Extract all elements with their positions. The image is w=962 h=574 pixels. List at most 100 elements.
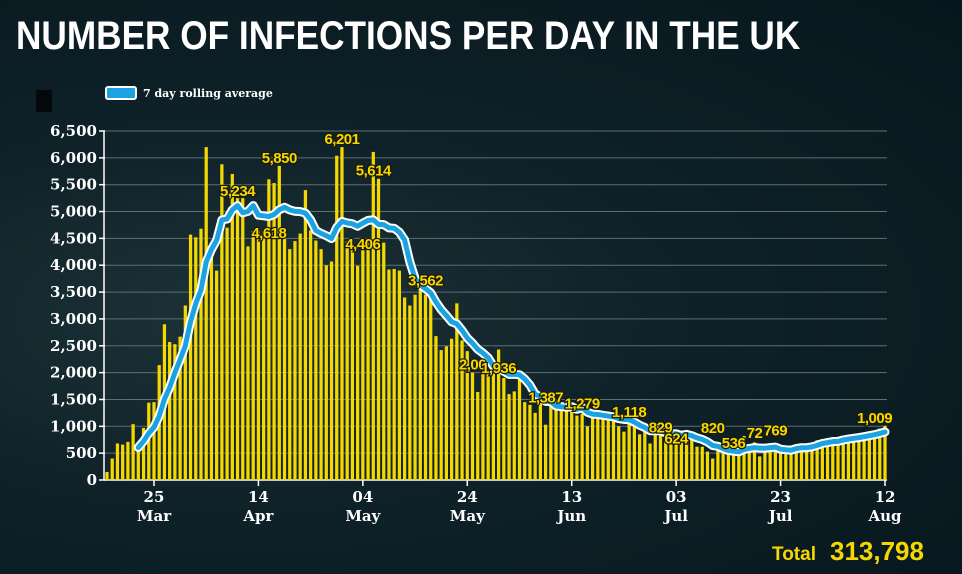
bar [601,412,605,480]
data-label: 5,234 [220,183,256,200]
y-tick-label: 500 [66,444,97,462]
bar [862,432,866,480]
bar [857,435,861,480]
y-tick-label: 2,500 [50,337,97,355]
y-tick-label: 3,000 [50,310,97,328]
bar [528,404,532,480]
bar [705,451,710,480]
x-tick-label-month: Apr [242,507,274,525]
bar [460,340,464,480]
data-label: 1,118 [612,404,646,421]
bar [820,440,824,480]
bar [538,397,543,480]
bar [523,402,527,480]
data-label: 820 [701,420,725,437]
bar [173,344,177,480]
bar [141,427,146,480]
bar [126,441,130,480]
bar [872,434,877,480]
bar [235,198,240,480]
bar [361,243,365,480]
bar [455,303,459,480]
y-tick-label: 5,500 [50,176,97,194]
bar [262,231,266,480]
total-label: Total [772,544,816,565]
bar [324,265,328,480]
bar [867,431,871,480]
bar [658,431,663,480]
bar [648,443,652,480]
bar [695,446,699,480]
bar [778,451,783,480]
bar [481,372,485,480]
x-tick-label-month: Aug [867,507,902,525]
bar [617,426,621,480]
bar [429,297,433,480]
data-label: 1,387 [528,390,563,407]
bar [272,183,276,480]
bar [559,407,563,480]
bar [752,442,757,480]
bar [371,151,375,480]
bar [711,458,715,480]
bar [637,434,642,480]
x-tick-label-month: Jul [662,507,688,525]
x-tick-label-day: 03 [666,488,687,506]
x-tick-label-month: May [345,507,381,525]
y-tick-label: 6,000 [50,149,97,167]
bar [627,420,631,480]
bar [784,454,788,480]
y-tick-label: 3,500 [50,283,97,301]
bar [883,425,887,480]
bar [241,198,245,480]
x-tick-label-month: May [450,507,486,525]
bar [669,434,673,480]
bar [194,237,198,480]
bar [345,241,349,480]
bar [403,297,407,480]
bar [653,426,657,480]
bar [293,241,297,480]
bar [643,431,647,480]
bar [841,437,845,480]
data-label: 2,00 [459,357,486,374]
x-tick-label-month: Jul [767,507,793,525]
data-label: 72 [747,425,763,442]
bar [199,228,203,480]
bar [491,361,496,480]
bar [225,227,229,480]
bar [852,434,856,480]
bar [763,449,767,480]
legend-swatch-rolling-average [105,86,137,100]
data-label: 1,009 [857,410,892,427]
bar [564,406,569,480]
decorative-square [36,90,52,112]
bar [439,350,443,480]
bar [596,410,600,480]
bar [444,346,449,480]
bar [831,438,835,480]
data-label: 536 [722,435,746,452]
bar [382,242,386,480]
bar [590,418,595,480]
data-label: 1,936 [481,360,516,377]
bar [737,451,741,480]
total-value: 313,798 [829,536,924,566]
data-label: 4,406 [345,236,380,253]
bar [549,394,553,480]
bar [376,178,381,481]
y-tick-label: 2,000 [50,364,97,382]
bar [742,435,746,480]
bar [392,268,396,480]
bar [303,190,308,481]
bar [246,246,250,480]
bar [810,442,814,480]
bar [731,451,736,480]
bar [476,391,480,480]
bar [575,415,579,480]
bar [277,165,281,480]
bar [397,270,402,480]
bar [110,458,114,480]
bar [366,242,370,480]
bar [256,231,261,480]
